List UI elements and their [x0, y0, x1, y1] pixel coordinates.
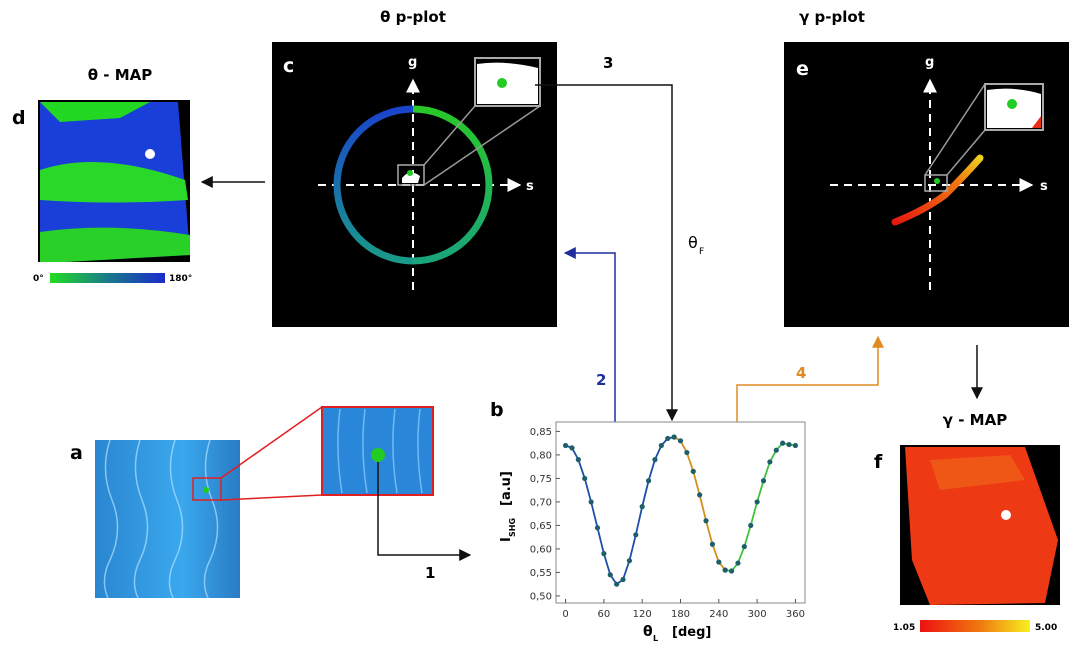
panel-label: f — [874, 451, 883, 473]
marker — [595, 525, 600, 530]
colorbar-max: 180° — [169, 274, 192, 284]
marker — [601, 551, 606, 556]
panel-title: γ - MAP — [943, 411, 1007, 429]
theta-map-image — [38, 100, 190, 262]
figure: θ - MAP d 0° 180° θ p-plot c g s γ p-plo… — [0, 0, 1077, 655]
x-label-unit: [deg] — [672, 625, 711, 640]
marker — [627, 558, 632, 563]
point — [934, 178, 940, 184]
panel-title: γ p-plot — [799, 8, 865, 26]
marker — [620, 577, 625, 582]
marker — [691, 469, 696, 474]
colorbar-max: 5.00 — [1035, 623, 1057, 633]
point — [497, 78, 507, 88]
marker — [729, 568, 734, 573]
y-tick-label: 0,50 — [530, 591, 552, 602]
y-tick-label: 0,70 — [530, 497, 552, 508]
marker — [633, 532, 638, 537]
step-label: 1 — [425, 564, 435, 582]
marker — [767, 459, 772, 464]
axis-label: g — [925, 55, 934, 70]
panel-label: b — [490, 399, 504, 421]
marker — [755, 499, 760, 504]
marker — [748, 523, 753, 528]
marker — [665, 436, 670, 441]
marker — [672, 434, 677, 439]
marker — [582, 476, 587, 481]
y-label-sub: SHG — [508, 518, 517, 537]
marker — [563, 443, 568, 448]
marker — [774, 448, 779, 453]
data-cloud — [477, 63, 538, 104]
x-tick-label: 240 — [709, 609, 728, 620]
theta-f-symbol: θ — [688, 233, 698, 252]
marker — [723, 567, 728, 572]
marker — [716, 559, 721, 564]
panel-title: θ - MAP — [88, 66, 153, 84]
marker — [678, 438, 683, 443]
marker — [793, 443, 798, 448]
colorbar-min: 1.05 — [893, 623, 915, 633]
point — [371, 448, 385, 462]
axis-label: g — [408, 55, 417, 70]
y-tick-label: 0,80 — [530, 450, 552, 461]
x-label-main: θ — [643, 624, 653, 640]
shg-image — [95, 407, 433, 598]
marker — [684, 450, 689, 455]
selected-point — [145, 149, 155, 159]
colorbar — [920, 620, 1030, 632]
step-label: 4 — [796, 364, 806, 382]
marker — [608, 572, 613, 577]
marker — [703, 518, 708, 523]
x-tick-label: 360 — [786, 609, 805, 620]
step-label: 2 — [596, 371, 606, 389]
point — [203, 487, 209, 493]
x-tick-label: 60 — [598, 609, 611, 620]
marker — [710, 542, 715, 547]
marker — [589, 499, 594, 504]
x-label-sub: L — [653, 634, 658, 643]
marker — [786, 442, 791, 447]
panel-title: θ p-plot — [380, 8, 446, 26]
x-tick-label: 120 — [633, 609, 652, 620]
panel-label: c — [283, 55, 294, 77]
colorbar — [50, 273, 165, 283]
axis-label: s — [526, 179, 534, 194]
marker — [780, 441, 785, 446]
y-label-unit: [a.u] — [499, 471, 514, 506]
gamma-map-image — [900, 445, 1060, 605]
point — [407, 170, 413, 176]
point — [1007, 99, 1017, 109]
y-tick-label: 0,85 — [530, 427, 552, 438]
marker — [576, 457, 581, 462]
y-tick-label: 0,65 — [530, 521, 552, 532]
colorbar-min: 0° — [33, 274, 44, 284]
panel-label: d — [12, 107, 26, 129]
y-tick-label: 0,60 — [530, 544, 552, 555]
marker — [640, 504, 645, 509]
panel-label: e — [796, 58, 809, 80]
marker — [569, 445, 574, 450]
theta-p-plot — [272, 42, 557, 327]
x-tick-label: 0 — [562, 609, 568, 620]
y-axis-label: I SHG [a.u] — [499, 471, 517, 542]
selected-point — [1001, 510, 1011, 520]
gamma-p-plot — [784, 42, 1069, 327]
theta-f-subscript: F — [699, 247, 704, 257]
marker — [735, 560, 740, 565]
y-tick-label: 0,75 — [530, 474, 552, 485]
marker — [646, 478, 651, 483]
marker — [659, 443, 664, 448]
x-tick-label: 300 — [748, 609, 767, 620]
marker — [652, 457, 657, 462]
marker — [614, 582, 619, 587]
y-tick-label: 0,55 — [530, 568, 552, 579]
x-tick-label: 180 — [671, 609, 690, 620]
marker — [761, 478, 766, 483]
panel-label: a — [70, 442, 83, 464]
marker — [742, 544, 747, 549]
axis-label: s — [1040, 179, 1048, 194]
step-label: 3 — [603, 54, 613, 72]
marker — [697, 492, 702, 497]
